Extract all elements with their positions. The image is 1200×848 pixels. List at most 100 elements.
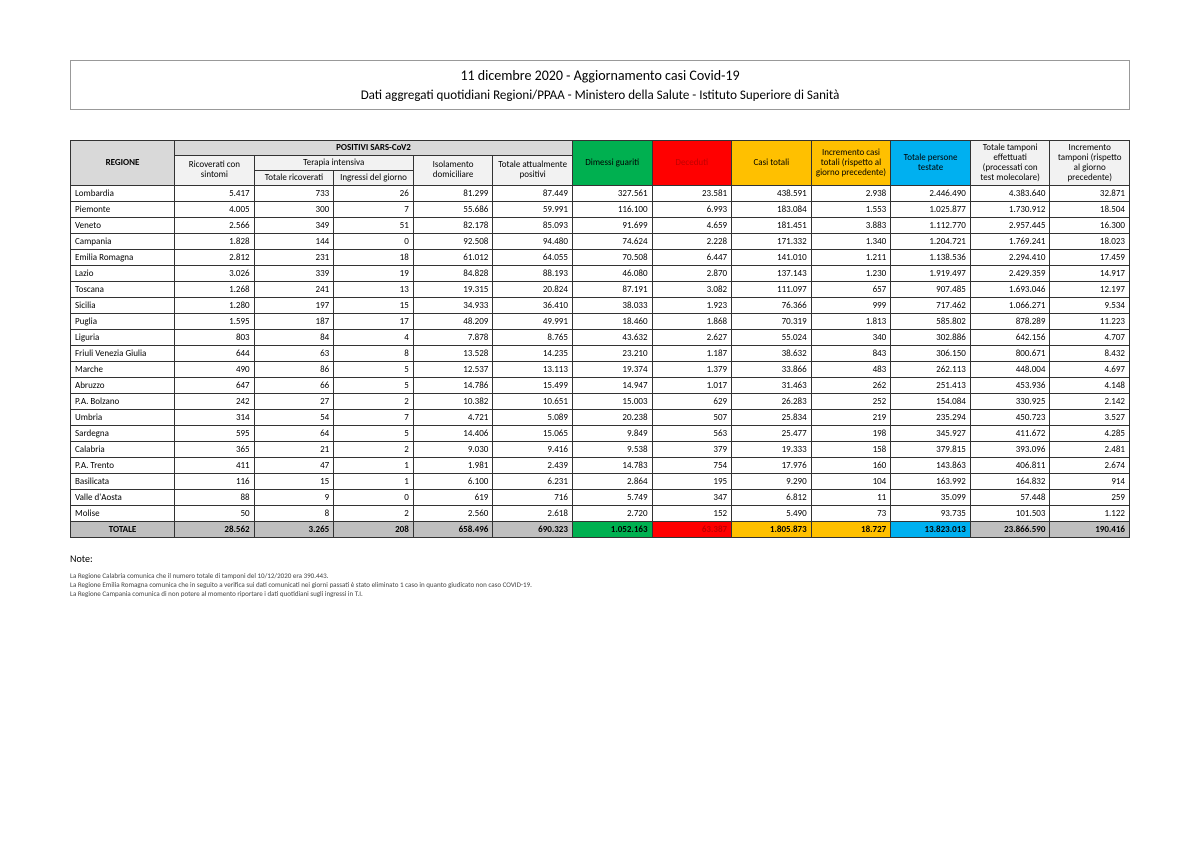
cell-value: 16.300: [1050, 217, 1130, 233]
cell-total-value: 18.727: [811, 521, 891, 537]
cell-value: 2.446.490: [891, 185, 971, 201]
cell-value: 183.084: [732, 201, 812, 217]
cell-regione: Toscana: [71, 281, 175, 297]
cell-value: 19: [334, 265, 414, 281]
cell-value: 219: [811, 409, 891, 425]
cell-value: 453.936: [970, 377, 1050, 393]
cell-value: 20.824: [493, 281, 573, 297]
table-row: Emilia Romagna2.8122311861.01264.05570.5…: [71, 249, 1130, 265]
note-line: La Regione Emilia Romagna comunica che i…: [70, 580, 1130, 589]
col-totale-positivi: Totale attualmente positivi: [493, 155, 573, 185]
cell-regione: Veneto: [71, 217, 175, 233]
cell-value: 19.333: [732, 441, 812, 457]
cell-value: 38.632: [732, 345, 812, 361]
cell-value: 1.122: [1050, 505, 1130, 521]
table-row: Liguria8038447.8788.76543.6322.62755.024…: [71, 329, 1130, 345]
cell-value: 907.485: [891, 281, 971, 297]
cell-value: 163.992: [891, 473, 971, 489]
col-incremento-tamponi: Incremento tamponi (rispetto al giorno p…: [1050, 141, 1130, 186]
cell-value: 46.080: [572, 265, 652, 281]
cell-value: 306.150: [891, 345, 971, 361]
cell-value: 330.925: [970, 393, 1050, 409]
cell-value: 231: [254, 249, 334, 265]
cell-value: 160: [811, 457, 891, 473]
cell-regione: Lazio: [71, 265, 175, 281]
cell-regione: Basilicata: [71, 473, 175, 489]
cell-value: 2: [334, 393, 414, 409]
cell-regione: P.A. Trento: [71, 457, 175, 473]
cell-value: 6.812: [732, 489, 812, 505]
cell-value: 9.534: [1050, 297, 1130, 313]
cell-value: 5: [334, 361, 414, 377]
cell-value: 25.834: [732, 409, 812, 425]
cell-value: 9.416: [493, 441, 573, 457]
table-row: Calabria3652129.0309.4169.53837919.33315…: [71, 441, 1130, 457]
cell-value: 15.499: [493, 377, 573, 393]
cell-value: 187: [254, 313, 334, 329]
cell-value: 2.812: [175, 249, 255, 265]
cell-value: 716: [493, 489, 573, 505]
cell-value: 300: [254, 201, 334, 217]
cell-value: 18: [334, 249, 414, 265]
cell-value: 7: [334, 409, 414, 425]
cell-value: 843: [811, 345, 891, 361]
cell-value: 101.503: [970, 505, 1050, 521]
cell-value: 5.417: [175, 185, 255, 201]
note-line: La Regione Campania comunica di non pote…: [70, 589, 1130, 598]
cell-value: 36.410: [493, 297, 573, 313]
cell-value: 438.591: [732, 185, 812, 201]
cell-value: 55.024: [732, 329, 812, 345]
cell-value: 1.230: [811, 265, 891, 281]
cell-regione: Friuli Venezia Giulia: [71, 345, 175, 361]
table-row: Puglia1.5951871748.20949.99118.4601.8687…: [71, 313, 1130, 329]
cell-value: 1: [334, 457, 414, 473]
cell-value: 64: [254, 425, 334, 441]
cell-value: 878.289: [970, 313, 1050, 329]
cell-value: 20.238: [572, 409, 652, 425]
cell-value: 2.228: [652, 233, 732, 249]
cell-value: 198: [811, 425, 891, 441]
cell-value: 0: [334, 233, 414, 249]
cell-value: 63: [254, 345, 334, 361]
cell-value: 1.828: [175, 233, 255, 249]
cell-value: 12.197: [1050, 281, 1130, 297]
cell-value: 2.870: [652, 265, 732, 281]
cell-value: 1.693.046: [970, 281, 1050, 297]
table-row: Molise50822.5602.6182.7201525.4907393.73…: [71, 505, 1130, 521]
cell-value: 507: [652, 409, 732, 425]
notes-label: Note:: [70, 552, 1130, 565]
col-tamponi: Totale tamponi effettuati (processati co…: [970, 141, 1050, 186]
cell-value: 5: [334, 425, 414, 441]
cell-value: 2.481: [1050, 441, 1130, 457]
cell-value: 88.193: [493, 265, 573, 281]
table-row: Piemonte4.005300755.68659.991116.1006.99…: [71, 201, 1130, 217]
cell-value: 595: [175, 425, 255, 441]
cell-value: 379: [652, 441, 732, 457]
cell-value: 6.100: [413, 473, 493, 489]
cell-value: 2.957.445: [970, 217, 1050, 233]
cell-value: 4.659: [652, 217, 732, 233]
cell-value: 13.113: [493, 361, 573, 377]
cell-value: 803: [175, 329, 255, 345]
cell-regione: Piemonte: [71, 201, 175, 217]
cell-value: 10.651: [493, 393, 573, 409]
cell-value: 15.065: [493, 425, 573, 441]
cell-value: 262: [811, 377, 891, 393]
cell-regione: Campania: [71, 233, 175, 249]
cell-regione: Marche: [71, 361, 175, 377]
cell-value: 87.449: [493, 185, 573, 201]
cell-value: 9.538: [572, 441, 652, 457]
cell-value: 61.012: [413, 249, 493, 265]
cell-regione: P.A. Bolzano: [71, 393, 175, 409]
cell-value: 4.148: [1050, 377, 1130, 393]
cell-value: 4.707: [1050, 329, 1130, 345]
table-row: Veneto2.5663495182.17885.09391.6994.6591…: [71, 217, 1130, 233]
title-line-2: Dati aggregati quotidiani Regioni/PPAA -…: [81, 88, 1119, 103]
cell-value: 15: [334, 297, 414, 313]
cell-value: 1.919.497: [891, 265, 971, 281]
cell-value: 2: [334, 505, 414, 521]
cell-value: 59.991: [493, 201, 573, 217]
notes-section: Note: La Regione Calabria comunica che i…: [70, 552, 1130, 598]
col-dimessi: Dimessi guariti: [572, 141, 652, 186]
cell-value: 154.084: [891, 393, 971, 409]
